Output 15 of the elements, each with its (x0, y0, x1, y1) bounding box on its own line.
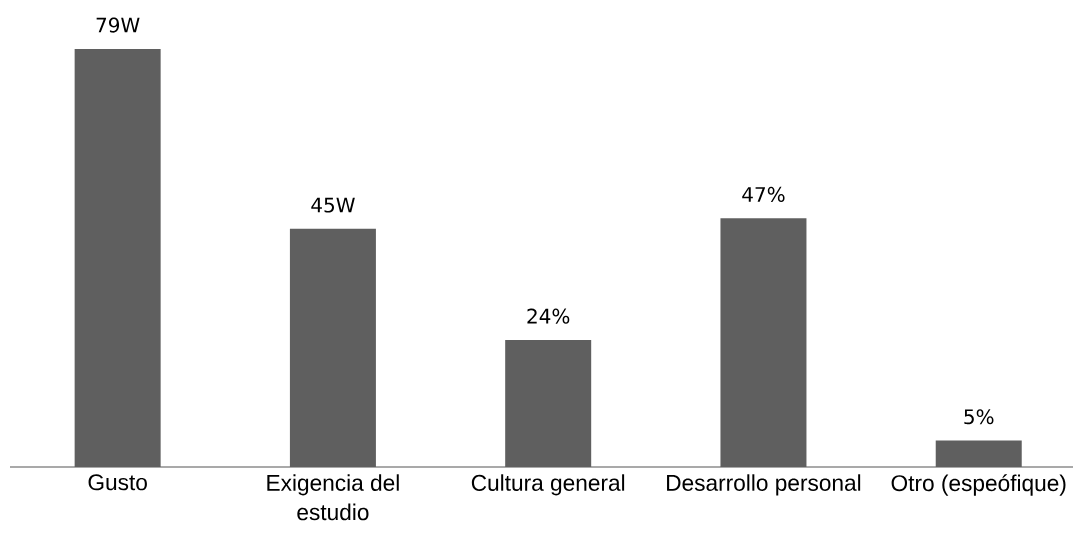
x-tick-label: Gusto (88, 474, 147, 491)
data-label: 45W (311, 197, 355, 213)
x-tick-label: Otro (espeófique) (891, 474, 1066, 496)
data-label: 47% (742, 186, 785, 203)
bar (505, 339, 592, 467)
bar (74, 48, 161, 467)
x-tick-label: Exigencia del estudio (267, 474, 399, 521)
x-tick-label: Cultura general (471, 474, 625, 496)
data-label: 5% (964, 409, 994, 425)
data-label: 79W (96, 17, 140, 33)
bar (935, 440, 1022, 467)
data-label: 24% (527, 308, 570, 324)
bar (720, 218, 807, 467)
x-tick-label: Desarrollo personal (667, 474, 861, 496)
bar (289, 228, 376, 467)
